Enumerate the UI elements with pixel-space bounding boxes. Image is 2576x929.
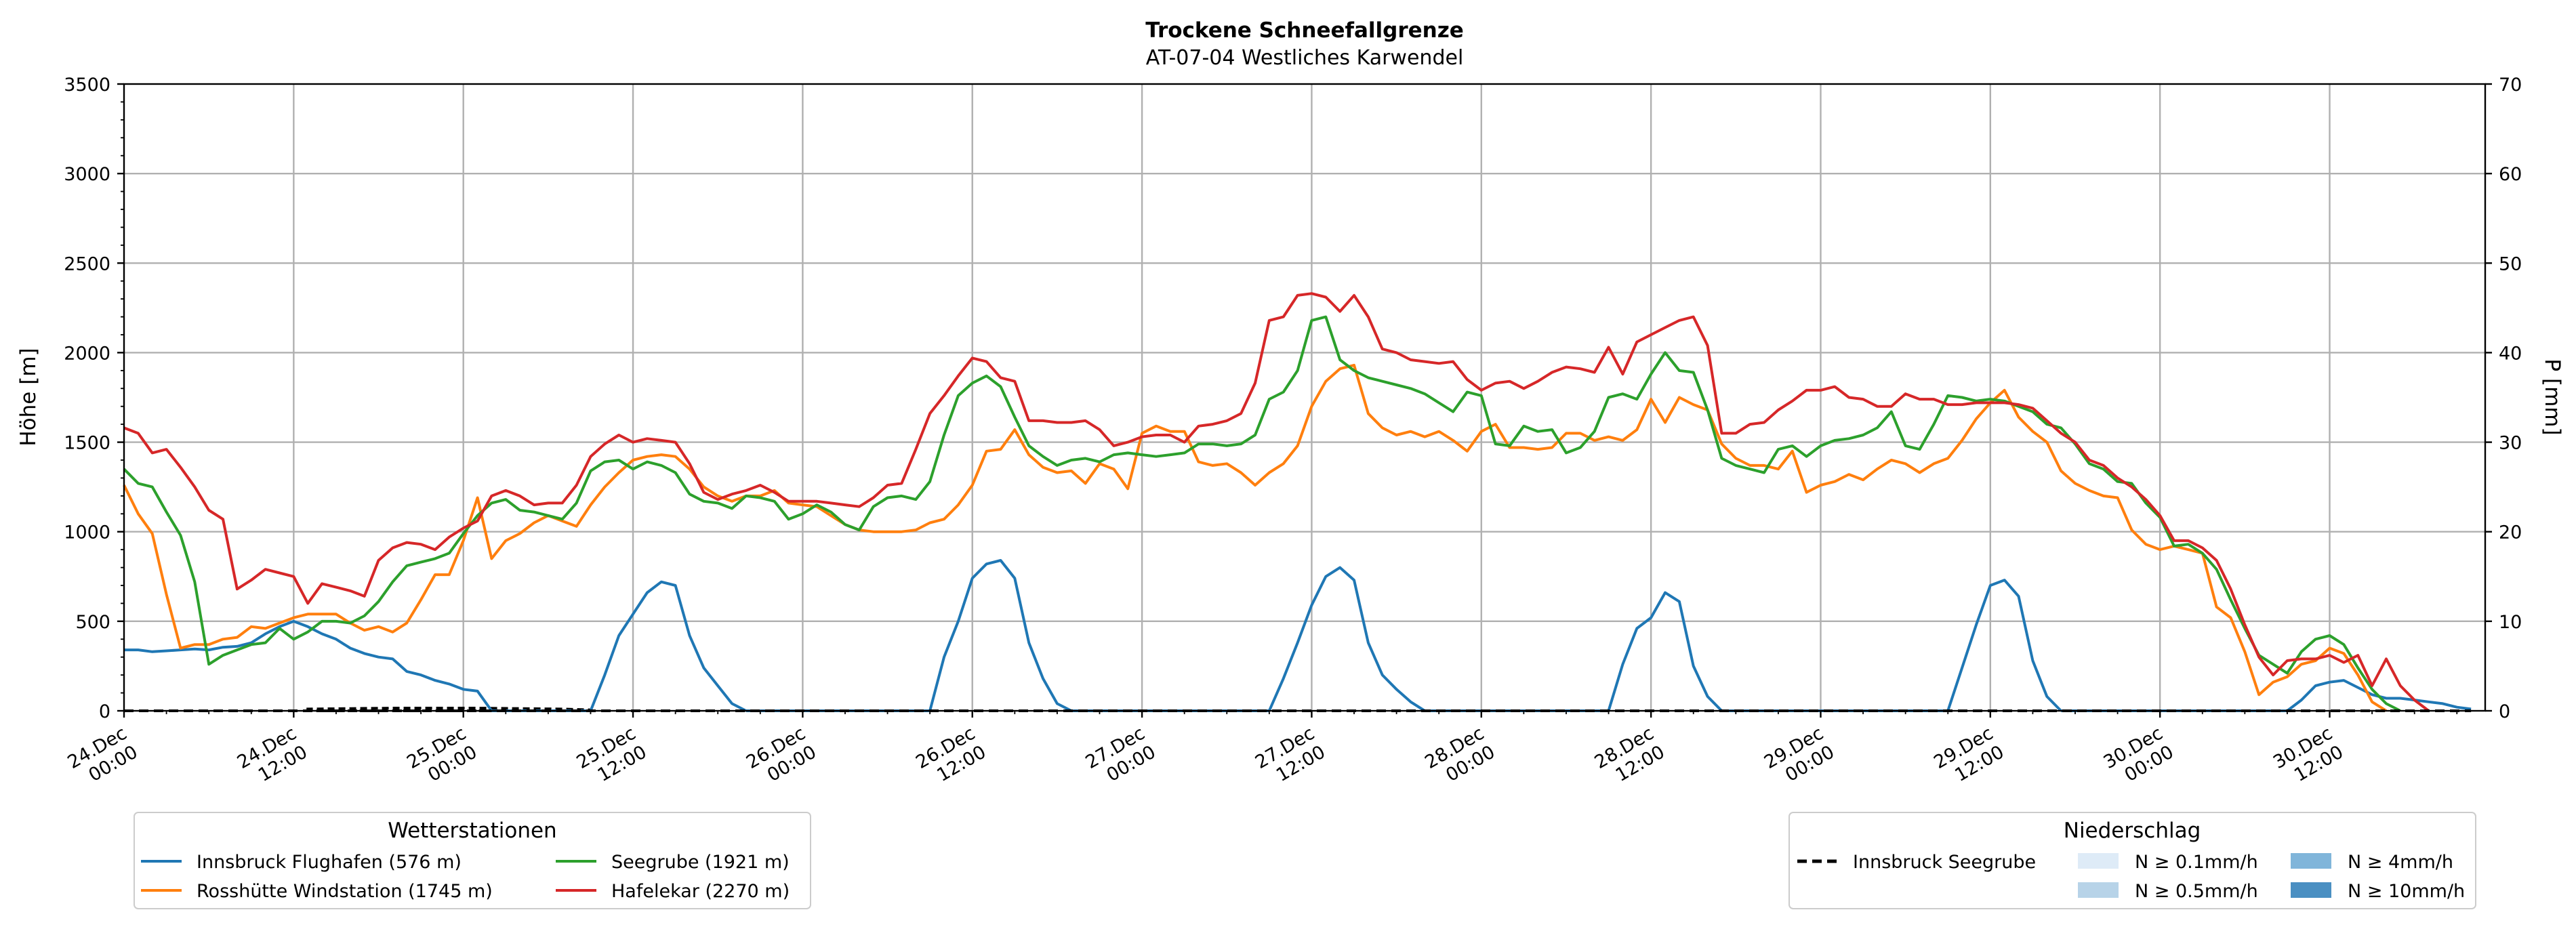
series-lines [123, 292, 2472, 712]
legend-precip: Niederschlag Innsbruck Seegrube N ≥ 0.1m… [1788, 812, 2476, 909]
legend-label: N ≥ 0.1mm/h [2135, 852, 2258, 873]
grid [124, 84, 2485, 711]
legend-item-rosshuette: Rosshütte Windstation (1745 m) [141, 881, 493, 902]
y2-tick-label: 40 [2499, 343, 2522, 364]
series-line-2 [123, 315, 2401, 712]
legend-item-seegrube: Seegrube (1921 m) [556, 852, 790, 873]
legend-stations: Wetterstationen Innsbruck Flughafen (576… [134, 812, 811, 909]
legend-item-precip-10: N ≥ 10mm/h [2291, 881, 2465, 902]
legend-label: Seegrube (1921 m) [611, 852, 790, 873]
y-axis-right: 0 10 20 30 40 50 60 70 [2485, 75, 2522, 722]
legend-item-innsbruck-flughafen: Innsbruck Flughafen (576 m) [141, 852, 462, 873]
y-tick-label: 3500 [64, 75, 110, 96]
series-line-0 [1946, 579, 2062, 712]
y2-tick-label: 60 [2499, 164, 2522, 185]
y2-tick-label: 30 [2499, 433, 2522, 454]
y-tick-label: 3000 [64, 164, 110, 185]
y-axis-label: Höhe [m] [16, 348, 41, 446]
legend-item-hafelekar: Hafelekar (2270 m) [556, 881, 790, 902]
legend-label: N ≥ 0.5mm/h [2135, 881, 2258, 902]
legend-label: N ≥ 4mm/h [2348, 852, 2453, 873]
y2-axis-label: P [mm] [2540, 358, 2564, 435]
chart-title: Trockene Schneefallgrenze [1145, 18, 1464, 43]
plot-frame [123, 83, 2487, 712]
legend-stations-title: Wetterstationen [388, 819, 556, 843]
legend-label: Innsbruck Seegrube [1853, 852, 2036, 873]
y-tick-label: 500 [75, 612, 110, 633]
y-tick-label: 2500 [64, 253, 110, 274]
y-axis-left: 0 500 1000 1500 2000 2500 3000 3500 [64, 75, 124, 722]
legend-label: Innsbruck Flughafen (576 m) [197, 852, 462, 873]
y2-tick-label: 20 [2499, 522, 2522, 543]
legend-label: Rosshütte Windstation (1745 m) [197, 881, 493, 902]
series-line-0 [124, 619, 493, 712]
y-tick-label: 1500 [64, 433, 110, 454]
legend-label: N ≥ 10mm/h [2348, 881, 2465, 902]
legend-item-precip-01: N ≥ 0.1mm/h [2078, 852, 2258, 873]
series-line-1 [123, 363, 2388, 712]
series-line-0 [928, 559, 1072, 712]
series-line-3 [123, 292, 2430, 712]
chart-subtitle: AT-07-04 Westliches Karwendel [1146, 46, 1464, 70]
y2-tick-label: 70 [2499, 75, 2522, 96]
legend-precip-title: Niederschlag [2064, 819, 2201, 843]
y-tick-label: 1000 [64, 522, 110, 543]
series-line-0 [589, 580, 747, 712]
legend-item-precip-05: N ≥ 0.5mm/h [2078, 881, 2258, 902]
y-tick-label: 2000 [64, 343, 110, 364]
legend-label: Hafelekar (2270 m) [611, 881, 790, 902]
y2-tick-label: 0 [2499, 701, 2510, 722]
y-tick-label: 0 [99, 701, 110, 722]
y2-tick-label: 10 [2499, 612, 2522, 633]
y2-tick-label: 50 [2499, 253, 2522, 274]
legend-item-precip-4: N ≥ 4mm/h [2291, 852, 2453, 873]
legend-item-precip-line: Innsbruck Seegrube [1797, 852, 2036, 873]
series-line-0 [1607, 591, 1723, 712]
series-line-0 [1267, 566, 1426, 712]
